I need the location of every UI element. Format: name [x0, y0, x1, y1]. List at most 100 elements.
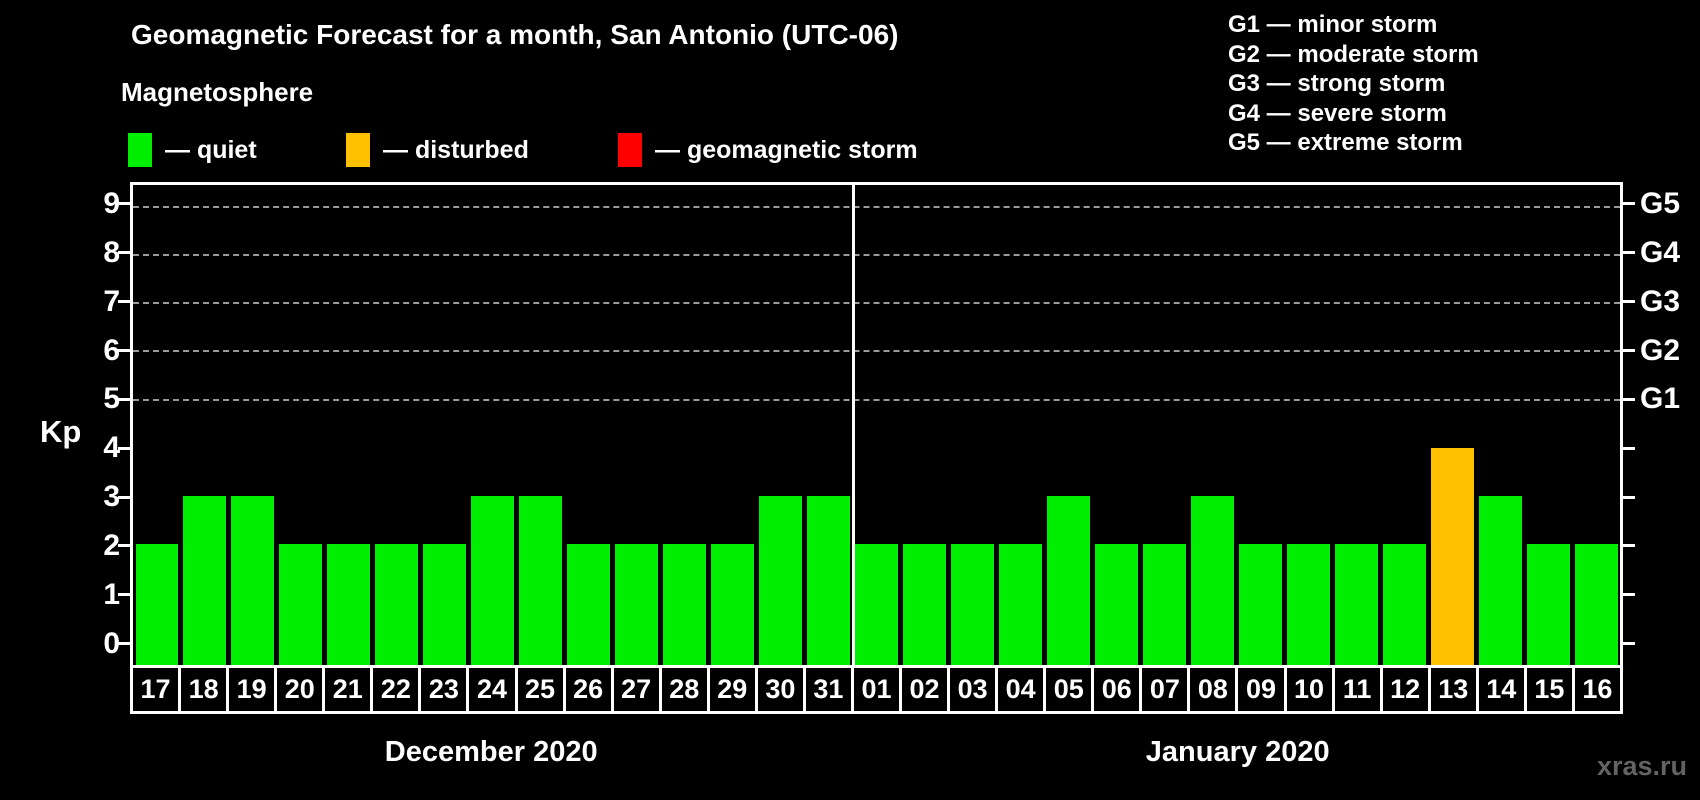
kp-bar-day-08 [1190, 496, 1234, 665]
day-label-cell: 04 [995, 665, 1047, 714]
kp-bar-day-24 [471, 496, 515, 665]
bar-slot-day-16 [1572, 185, 1620, 665]
bar-slot-day-18 [181, 185, 229, 665]
bar-slot-day-25 [517, 185, 565, 665]
magnetosphere-legend-heading: Magnetosphere [121, 77, 314, 107]
kp-tick-label: 4 [103, 431, 120, 465]
day-label-cell: 29 [706, 665, 758, 714]
g-tick-mark [1623, 300, 1635, 304]
day-label-cell: 03 [947, 665, 999, 714]
bar-slot-day-30 [757, 185, 805, 665]
legend-item-geomagnetic-storm: — geomagnetic storm [618, 132, 918, 168]
day-label-cell: 21 [322, 665, 374, 714]
kp-tick-mark [118, 251, 130, 255]
kp-bar-day-05 [1046, 496, 1090, 665]
bar-slot-day-15 [1524, 185, 1572, 665]
kp-bar-day-21 [327, 544, 371, 665]
kp-tick-mark [118, 446, 130, 450]
day-label-cell: 30 [754, 665, 806, 714]
kp-tick-mark [118, 544, 130, 548]
bar-slot-day-04 [996, 185, 1044, 665]
storm-scale-legend-line: G4 — severe storm [1228, 99, 1447, 127]
kp-bar-day-29 [711, 544, 755, 665]
bar-slot-day-03 [948, 185, 996, 665]
legend-item-label: — disturbed [383, 135, 529, 164]
kp-bar-day-03 [950, 544, 994, 665]
bar-slot-day-21 [325, 185, 373, 665]
bar-slot-day-12 [1380, 185, 1428, 665]
kp-bar-day-16 [1574, 544, 1618, 665]
gridline-kp-8 [133, 253, 1620, 256]
bar-slot-day-28 [661, 185, 709, 665]
day-label-cell: 15 [1523, 665, 1575, 714]
kp-tick-label: 0 [103, 626, 120, 660]
day-label-cell: 28 [658, 665, 710, 714]
day-label-cell: 10 [1283, 665, 1335, 714]
day-label-cell: 25 [514, 665, 566, 714]
day-label-cell: 31 [802, 665, 854, 714]
kp-bar-day-22 [375, 544, 419, 665]
g-scale-axis: G1 G2 G3 G4 G5 [1623, 182, 1700, 668]
kp-tick-label: 1 [103, 577, 120, 611]
bar-slot-day-27 [613, 185, 661, 665]
kp-bar-day-10 [1286, 544, 1330, 665]
day-label-cell: 11 [1331, 665, 1383, 714]
day-label-cell: 02 [899, 665, 951, 714]
kp-tick-mark [118, 593, 130, 597]
day-label-cell: 22 [370, 665, 422, 714]
kp-bar-day-07 [1142, 544, 1186, 665]
kp-tick-mark [118, 495, 130, 499]
bar-slot-day-06 [1092, 185, 1140, 665]
storm-scale-legend-line: G1 — minor storm [1228, 11, 1438, 38]
g-tick-mark [1623, 544, 1635, 548]
gridline-kp-9 [133, 205, 1620, 208]
kp-bar-day-12 [1382, 544, 1426, 665]
bar-slot-day-31 [805, 185, 853, 665]
bar-slot-day-05 [1044, 185, 1092, 665]
legend-item-label: — quiet [165, 135, 257, 164]
g-scale-label-g3: G3 [1640, 284, 1681, 318]
day-label-cell: 12 [1379, 665, 1431, 714]
g-tick-mark [1623, 642, 1635, 646]
day-label-cell: 16 [1571, 665, 1623, 714]
kp-axis: 0 1 2 3 4 5 6 7 8 9 [0, 182, 130, 668]
day-axis: 17 18 19 20 21 22 23 24 25 26 27 28 29 30 31 01 02 03 04 05… [130, 665, 1623, 714]
kp-bar-day-17 [135, 544, 179, 665]
kp-bar-day-28 [663, 544, 707, 665]
g-scale-label-g4: G4 [1640, 235, 1681, 269]
kp-tick-mark [118, 300, 130, 304]
day-label-cell: 23 [418, 665, 470, 714]
bar-slot-day-07 [1140, 185, 1188, 665]
legend-item-quiet: — quiet [128, 132, 257, 168]
kp-bar-day-09 [1238, 544, 1282, 665]
kp-bar-day-18 [183, 496, 227, 665]
bar-slot-day-10 [1284, 185, 1332, 665]
day-label-cell: 14 [1475, 665, 1527, 714]
day-label-cell: 07 [1139, 665, 1191, 714]
bar-slot-day-13 [1428, 185, 1476, 665]
bars-container [133, 185, 1620, 665]
gridline-kp-6 [133, 350, 1620, 353]
bar-slot-day-22 [373, 185, 421, 665]
kp-tick-mark [118, 202, 130, 206]
g-tick-mark [1623, 349, 1635, 352]
kp-bar-day-20 [279, 544, 323, 665]
kp-tick-label: 9 [103, 186, 120, 220]
kp-bar-day-19 [231, 496, 275, 665]
kp-tick-label: 6 [103, 333, 120, 367]
kp-tick-mark [118, 642, 130, 646]
day-label-cell: 05 [1043, 665, 1095, 714]
bar-slot-day-01 [853, 185, 901, 665]
kp-bar-day-02 [903, 544, 946, 665]
kp-tick-mark [118, 349, 130, 352]
day-label-cell: 13 [1427, 665, 1479, 714]
storm-scale-legend-line: G3 — strong storm [1228, 70, 1446, 97]
day-label-cell: 19 [226, 665, 278, 714]
g-tick-mark [1623, 446, 1635, 450]
bar-slot-day-09 [1236, 185, 1284, 665]
day-label-cell: 17 [130, 665, 182, 714]
bar-slot-day-02 [901, 185, 949, 665]
g-tick-mark [1623, 495, 1635, 499]
kp-bar-day-23 [423, 544, 467, 665]
day-label-cell: 20 [274, 665, 326, 714]
